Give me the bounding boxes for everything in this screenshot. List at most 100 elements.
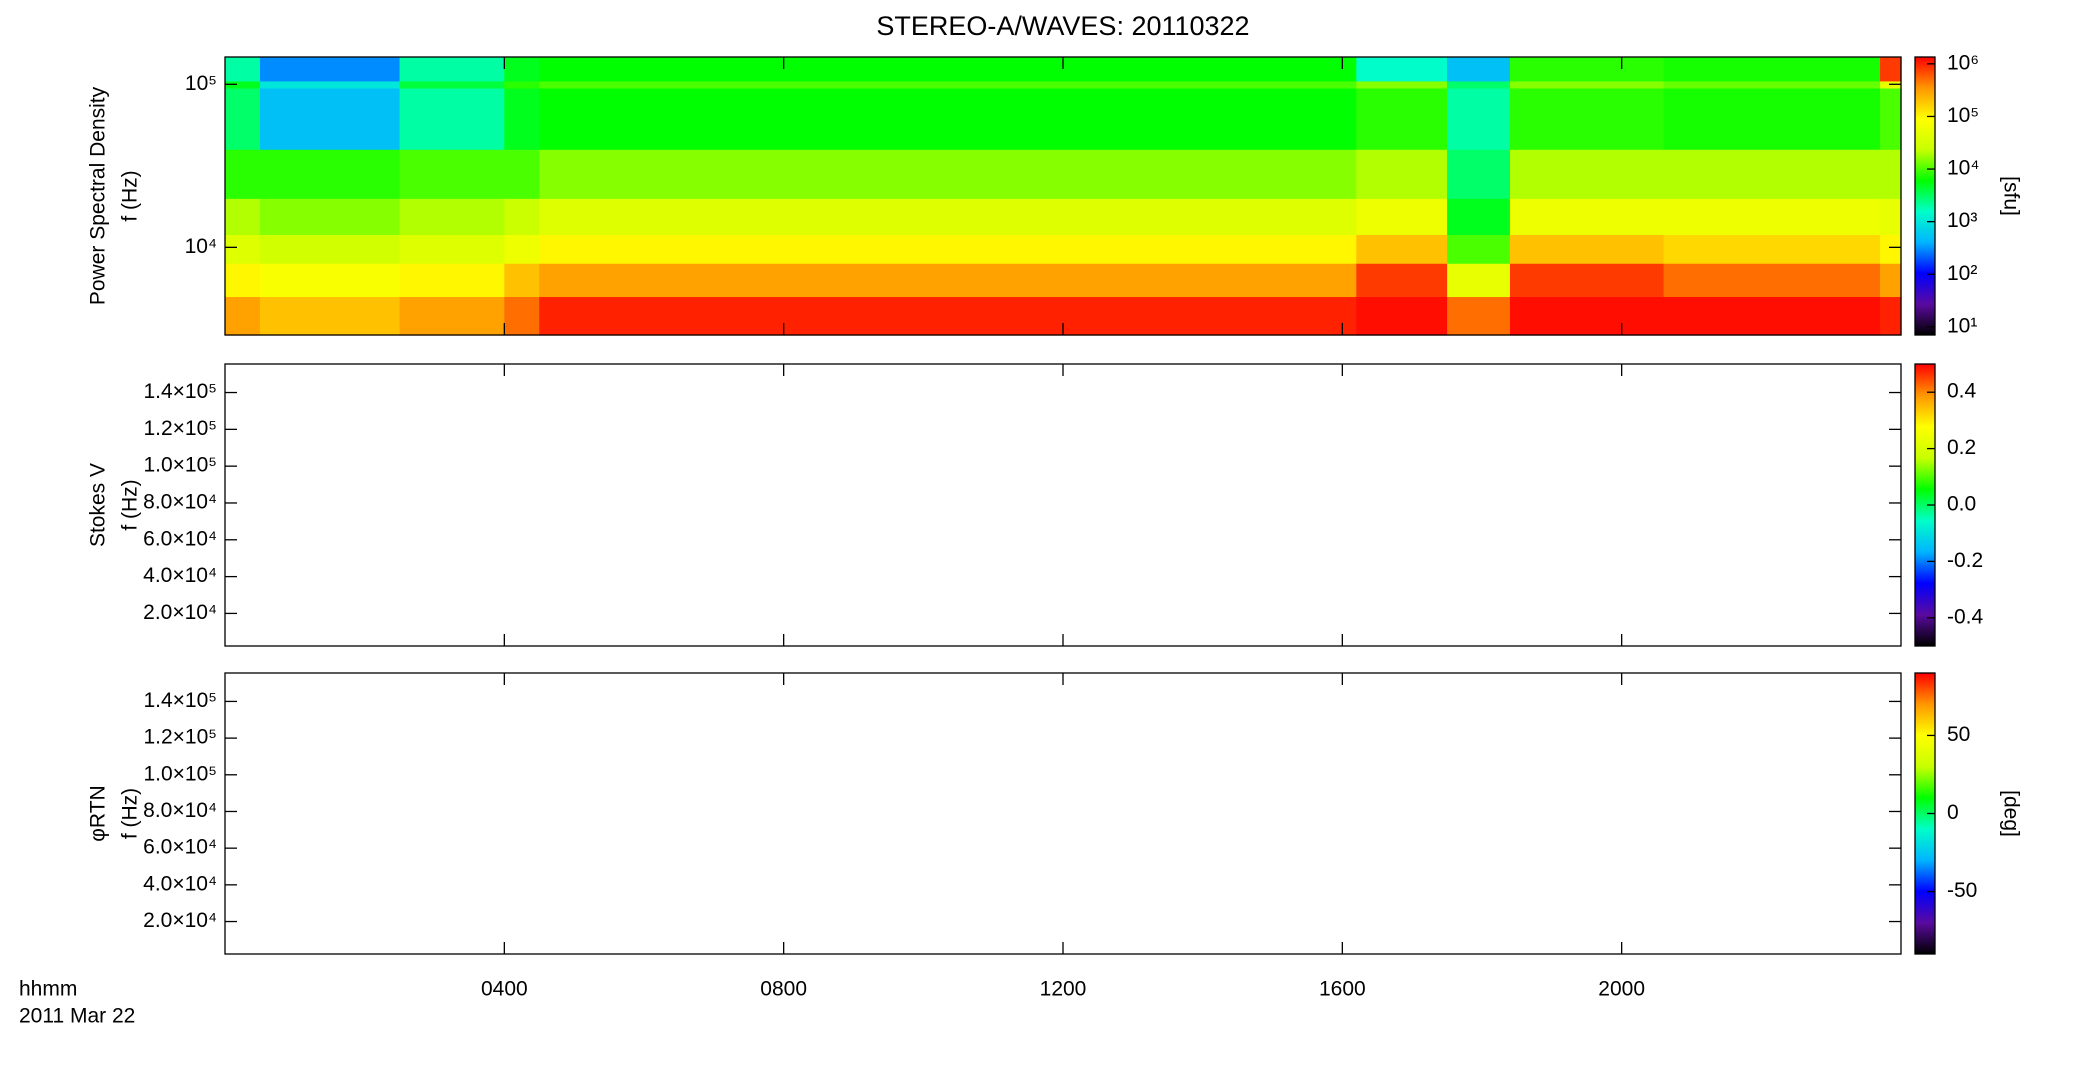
heatmap-cell — [1880, 263, 1902, 298]
heatmap-cell — [1509, 87, 1665, 150]
heatmap-cell — [1509, 149, 1665, 199]
heatmap-cell — [1663, 80, 1881, 89]
heatmap-cell — [539, 87, 1357, 150]
heatmap-cell — [225, 149, 261, 199]
colorbar-tick-label: 10¹ — [1947, 314, 1977, 337]
heatmap-cell — [399, 80, 505, 89]
heatmap-cell — [1356, 263, 1448, 298]
heatmap-cell — [1509, 80, 1665, 89]
colorbar-label: [deg] — [1999, 790, 2022, 837]
heatmap-cell — [1880, 57, 1902, 82]
heatmap-cell — [225, 80, 261, 89]
heatmap-cell — [504, 80, 540, 89]
heatmap-cell — [1880, 234, 1902, 264]
heatmap-cell — [539, 263, 1357, 298]
heatmap-cell — [1356, 80, 1448, 89]
heatmap-cell — [504, 149, 540, 199]
y-tick-label: 1.4×10⁵ — [143, 689, 217, 712]
colorbar-tick-label: -0.2 — [1947, 549, 1983, 572]
heatmap-cell — [504, 234, 540, 264]
heatmap-cell — [399, 234, 505, 264]
heatmap-cell — [539, 198, 1357, 236]
colorbar-tick-label: -50 — [1947, 879, 1977, 902]
y-tick-label: 2.0×10⁴ — [143, 909, 217, 932]
heatmap-cell — [225, 296, 261, 336]
y-tick-label: 1.2×10⁵ — [143, 726, 217, 749]
heatmap-cell — [399, 263, 505, 298]
heatmap-cell — [1880, 296, 1902, 336]
heatmap-cell — [399, 149, 505, 199]
heatmap-cell — [259, 296, 401, 336]
heatmap-cell — [399, 87, 505, 150]
x-axis-label: hhmm — [19, 978, 77, 1001]
heatmap-cell — [539, 149, 1357, 199]
heatmap-cell — [259, 234, 401, 264]
y-tick-label: 8.0×10⁴ — [143, 491, 217, 514]
heatmap-cell — [539, 57, 1357, 82]
heatmap-cell — [1447, 87, 1511, 150]
heatmap-cell — [504, 296, 540, 336]
heatmap-cell — [225, 234, 261, 264]
colorbar-tick-label: -0.4 — [1947, 605, 1984, 628]
heatmap-cell — [259, 198, 401, 236]
heatmap-cell — [1663, 57, 1881, 82]
x-tick-label: 1600 — [1319, 978, 1366, 1001]
heatmap-cell — [259, 57, 401, 82]
y-tick-label: 10⁵ — [185, 72, 217, 95]
colorbar-tick-label: 10⁵ — [1947, 104, 1979, 127]
y-tick-label: 10⁴ — [185, 235, 217, 258]
colorbar-tick-label: 50 — [1947, 723, 1970, 746]
colorbar-tick-label: 0.2 — [1947, 436, 1976, 459]
x-tick-label: 1200 — [1040, 978, 1087, 1001]
y-axis-label: Stokes V — [87, 463, 110, 547]
heatmap-cell — [1663, 234, 1881, 264]
heatmap-cell — [1509, 263, 1665, 298]
y-axis-label: f (Hz) — [119, 170, 142, 221]
heatmap-cell — [399, 57, 505, 82]
heatmap-cell — [504, 87, 540, 150]
y-axis-label: f (Hz) — [119, 788, 142, 839]
heatmap-cell — [259, 87, 401, 150]
heatmap-cell — [1356, 149, 1448, 199]
heatmap-cell — [1447, 198, 1511, 236]
heatmap-cell — [1509, 57, 1665, 82]
y-tick-label: 2.0×10⁴ — [143, 601, 217, 624]
heatmap-cell — [504, 198, 540, 236]
heatmap-cell — [539, 234, 1357, 264]
heatmap-cell — [1509, 198, 1665, 236]
heatmap-cell — [1447, 149, 1511, 199]
chart-title: STEREO-A/WAVES: 20110322 — [876, 11, 1249, 41]
colorbar-tick-label: 10³ — [1947, 209, 1977, 232]
heatmap-cell — [225, 57, 261, 82]
colorbar-tick-label: 10² — [1947, 262, 1977, 285]
y-tick-label: 1.0×10⁵ — [143, 454, 217, 477]
colorbar-tick-label: 10⁶ — [1947, 51, 1979, 74]
colorbar-tick-label: 0 — [1947, 801, 1959, 824]
y-axis-label: Power Spectral Density — [87, 86, 110, 305]
heatmap-cell — [1663, 87, 1881, 150]
heatmap-cell — [1356, 296, 1448, 336]
heatmap-cell — [1663, 296, 1881, 336]
heatmap-cell — [1447, 296, 1511, 336]
heatmap-cell — [1356, 234, 1448, 264]
heatmap-cell — [225, 87, 261, 150]
x-tick-label: 2000 — [1598, 978, 1645, 1001]
plot-frame — [224, 672, 1902, 955]
plot-frame — [224, 363, 1902, 647]
y-tick-label: 6.0×10⁴ — [143, 836, 217, 859]
heatmap-cell — [504, 57, 540, 82]
y-tick-label: 4.0×10⁴ — [143, 564, 217, 587]
heatmap-cell — [1663, 263, 1881, 298]
y-tick-label: 1.2×10⁵ — [143, 417, 217, 440]
x-axis-label: 2011 Mar 22 — [19, 1005, 135, 1028]
heatmap-cell — [399, 296, 505, 336]
heatmap-cell — [1447, 234, 1511, 264]
heatmap-cell — [1356, 198, 1448, 236]
heatmap-cell — [259, 80, 401, 89]
y-tick-label: 8.0×10⁴ — [143, 799, 217, 822]
heatmap-cell — [539, 296, 1357, 336]
heatmap-cell — [1447, 263, 1511, 298]
x-tick-label: 0800 — [760, 978, 807, 1001]
y-tick-label: 1.0×10⁵ — [143, 762, 217, 785]
